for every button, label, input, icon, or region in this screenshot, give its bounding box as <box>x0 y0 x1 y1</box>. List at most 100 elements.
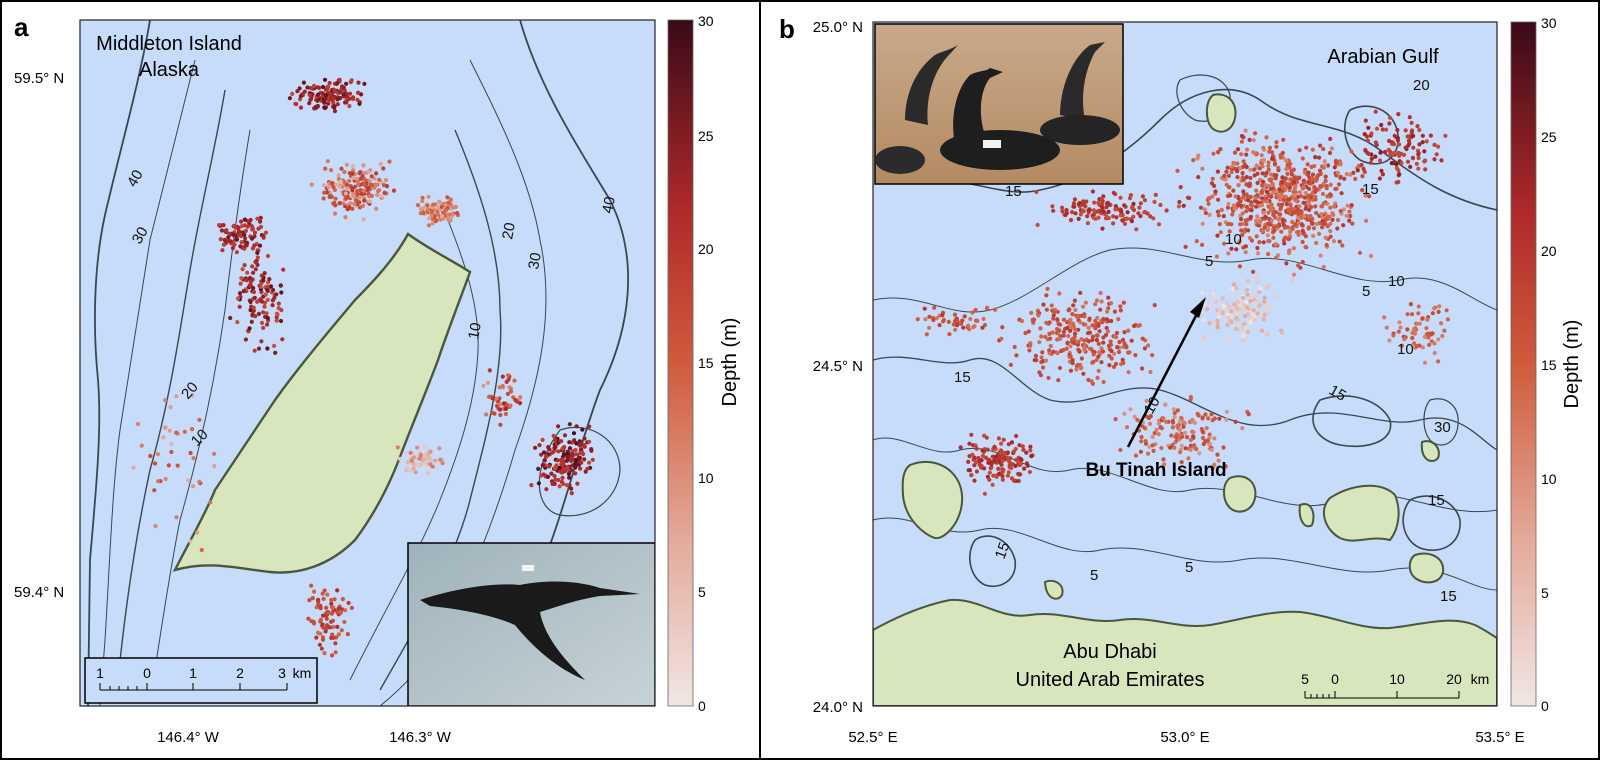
dive-point <box>232 242 237 247</box>
dive-point <box>1412 331 1418 336</box>
dive-point <box>1156 421 1161 426</box>
dive-point <box>374 171 379 176</box>
dive-point <box>970 310 975 315</box>
dive-point <box>1229 246 1234 251</box>
dive-point <box>1089 379 1094 384</box>
dive-point <box>1098 290 1103 296</box>
dive-point <box>1101 209 1106 214</box>
dive-point <box>982 491 988 496</box>
dive-point <box>1380 172 1385 177</box>
shoal <box>1043 579 1064 600</box>
dive-point <box>1229 309 1234 314</box>
dive-point <box>438 217 443 222</box>
dive-point <box>1091 359 1096 364</box>
dive-point <box>332 87 337 93</box>
dive-point <box>295 89 300 94</box>
contour-label: 30 <box>129 224 152 247</box>
dive-point <box>321 183 327 188</box>
panel-b-lon-tick: 53.0° E <box>1160 729 1209 746</box>
dive-point <box>1344 172 1349 177</box>
dive-point <box>1368 253 1374 259</box>
dive-point <box>1432 142 1437 147</box>
scale-tick: 20 <box>1446 671 1462 687</box>
dive-point <box>1363 193 1368 198</box>
dive-point <box>275 312 280 317</box>
dive-point <box>540 437 545 442</box>
dive-point <box>557 484 562 489</box>
dive-point <box>1095 333 1100 338</box>
dive-point <box>551 433 556 438</box>
dive-point <box>372 176 377 181</box>
dive-point <box>238 244 243 249</box>
dive-point <box>574 424 579 429</box>
dive-point <box>348 201 353 206</box>
dive-point <box>1173 434 1178 439</box>
dive-point <box>1150 434 1155 439</box>
island-label: Bu Tinah Island <box>1085 460 1226 481</box>
dive-point <box>1244 175 1249 180</box>
dive-point <box>1405 134 1410 139</box>
dive-point <box>1111 221 1116 226</box>
dive-point <box>481 383 486 388</box>
dive-point <box>1260 328 1265 333</box>
dive-point <box>1314 178 1319 183</box>
dive-point <box>1070 210 1075 215</box>
dive-point <box>1006 470 1011 475</box>
dive-point <box>1308 214 1313 219</box>
dive-point <box>1127 196 1133 201</box>
dive-point <box>1282 241 1287 246</box>
dive-point <box>426 223 432 228</box>
dive-point <box>1050 204 1055 209</box>
dive-point <box>1243 326 1248 331</box>
dive-point <box>331 605 336 610</box>
dive-point <box>331 201 336 206</box>
dive-point <box>322 105 327 110</box>
dive-point <box>1041 302 1046 307</box>
panel-a-lon-tick: 146.4° W <box>157 729 220 746</box>
dive-point <box>1093 318 1098 324</box>
dive-point <box>1329 146 1334 151</box>
dive-point <box>1232 150 1238 155</box>
dive-point <box>1255 214 1260 219</box>
dive-point <box>274 292 279 297</box>
dive-point <box>1335 217 1341 223</box>
colorbar-tick: 10 <box>698 470 714 486</box>
dive-point <box>567 475 572 480</box>
dive-point <box>163 476 168 482</box>
dive-point <box>1196 413 1201 418</box>
dive-point <box>1179 415 1184 421</box>
dive-point <box>1016 478 1021 484</box>
dive-point <box>1422 149 1427 154</box>
dive-point <box>378 162 383 167</box>
dive-point <box>1005 473 1011 478</box>
dive-point <box>1019 318 1024 324</box>
dive-point <box>243 243 248 248</box>
dive-point <box>357 171 362 176</box>
dive-point <box>1262 312 1267 317</box>
dive-point <box>337 77 342 82</box>
cormorant-in-flight-photo <box>407 542 655 706</box>
dive-point <box>1151 216 1156 221</box>
shoal <box>901 460 964 540</box>
dive-point <box>191 484 196 489</box>
dive-point <box>1369 156 1374 161</box>
dive-point <box>1248 175 1253 181</box>
dive-point <box>1240 171 1245 176</box>
dive-point <box>1207 321 1212 326</box>
dive-point <box>1294 230 1300 235</box>
dive-point <box>1229 222 1234 227</box>
dive-point <box>1142 198 1148 203</box>
dive-point <box>1334 160 1339 165</box>
dive-point <box>1029 310 1034 315</box>
dive-point <box>1109 348 1114 354</box>
dive-point <box>1200 166 1205 171</box>
dive-point <box>1271 190 1276 196</box>
dive-point <box>1396 152 1402 157</box>
dive-point <box>1293 192 1298 197</box>
dive-point <box>1221 310 1226 315</box>
dive-point <box>290 91 295 96</box>
dive-point <box>1397 172 1402 177</box>
dive-point <box>155 452 160 457</box>
contour-label: 5 <box>1362 283 1370 300</box>
dive-point <box>408 450 413 455</box>
